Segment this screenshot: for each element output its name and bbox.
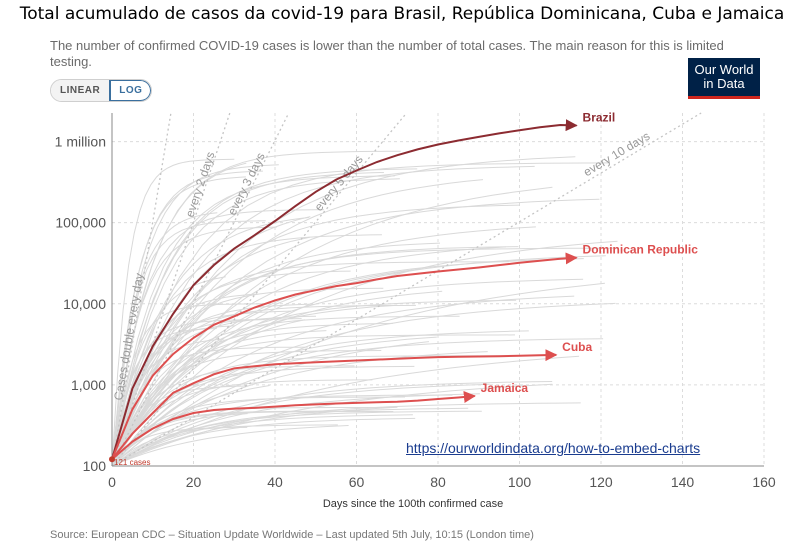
- background-country-line: [111, 338, 604, 467]
- x-axis-label: Days since the 100th confirmed case: [323, 498, 503, 510]
- series-line-dominican-republic: [111, 252, 578, 460]
- start-point: [109, 456, 115, 463]
- background-country-line: [111, 172, 384, 467]
- background-country-line: [111, 226, 536, 467]
- background-country-line: [111, 322, 394, 467]
- logo-line1: Our World: [694, 62, 754, 77]
- background-country-line: [111, 164, 279, 467]
- x-tick-label: 100: [508, 474, 532, 490]
- background-country-line: [111, 150, 401, 467]
- background-country-line: [111, 371, 250, 467]
- background-country-line: [111, 336, 437, 467]
- background-country-line: [111, 414, 413, 467]
- y-tick-label: 1,000: [71, 377, 106, 393]
- background-country-line: [111, 383, 490, 467]
- background-country-line: [111, 276, 226, 467]
- chart-subtitle: The number of confirmed COVID-19 cases i…: [50, 38, 724, 69]
- log-scale-button[interactable]: LOG: [109, 80, 152, 101]
- series-label: Dominican Republic: [583, 243, 699, 257]
- background-country-line: [111, 330, 327, 467]
- y-tick-label: 100,000: [55, 215, 106, 231]
- background-country-line: [111, 287, 384, 467]
- background-country-line: [111, 179, 484, 467]
- x-tick-label: 60: [349, 474, 365, 490]
- doubling-guide-line: [111, 112, 290, 467]
- background-country-line: [111, 204, 520, 467]
- series-lines: Brazil Dominican Republic Cuba Jamaica 121 c…: [109, 110, 698, 467]
- background-country-line: [111, 240, 618, 467]
- background-country-line: [111, 247, 618, 467]
- doubling-guide-label: every 10 days: [581, 129, 652, 179]
- background-country-line: [111, 255, 606, 467]
- background-country-line: [111, 242, 441, 467]
- x-tick-label: 160: [752, 474, 776, 490]
- x-tick-label: 80: [430, 474, 446, 490]
- background-country-line: [111, 220, 266, 467]
- background-country-line: [111, 162, 609, 467]
- background-country-line: [111, 355, 515, 467]
- background-country-line: [111, 334, 516, 467]
- start-annotation: 121 cases: [114, 458, 150, 467]
- axes: 100 1,000 10,000 100,000 1 million 0 20 40 60 80 1…: [55, 113, 776, 510]
- background-country-line: [111, 158, 235, 467]
- y-tick-label: 10,000: [63, 296, 106, 312]
- background-country-line: [111, 261, 509, 467]
- background-country-line: [111, 217, 309, 467]
- x-tick-label: 120: [589, 474, 613, 490]
- logo-line2: in Data: [703, 76, 745, 91]
- series-line-brazil: [111, 119, 578, 460]
- series-line-cuba: [111, 349, 558, 460]
- background-country-line: [111, 226, 277, 467]
- y-tick-label: 100: [83, 458, 107, 474]
- background-country-line: [111, 319, 265, 467]
- x-tick-label: 20: [186, 474, 202, 490]
- owid-logo[interactable]: Our World in Data: [688, 58, 760, 99]
- doubling-guide-line: [111, 112, 231, 467]
- background-country-line: [111, 175, 395, 467]
- background-country-line: [111, 381, 553, 467]
- y-tick-label: 1 million: [55, 134, 106, 150]
- background-country-line: [111, 402, 581, 467]
- x-tick-label: 0: [108, 474, 116, 490]
- background-country-line: [111, 417, 416, 467]
- series-label: Cuba: [562, 340, 592, 354]
- series-line-jamaica: [111, 391, 476, 461]
- x-tick-label: 140: [671, 474, 695, 490]
- background-country-line: [111, 198, 600, 467]
- background-country-line: [111, 170, 263, 467]
- background-country-line: [111, 365, 355, 467]
- background-country-line: [111, 319, 305, 467]
- doubling-guide-line: [111, 112, 408, 467]
- background-country-line: [111, 168, 418, 467]
- series-label: Brazil: [583, 110, 616, 124]
- series-label: Jamaica: [481, 381, 529, 395]
- linear-scale-button[interactable]: LINEAR: [51, 80, 110, 101]
- background-country-line: [111, 379, 373, 467]
- background-country-line: [111, 413, 248, 467]
- source-note: Source: European CDC – Situation Update …: [50, 529, 534, 541]
- background-country-line: [111, 425, 349, 467]
- background-country-line: [111, 282, 605, 467]
- chart-title: Total acumulado de casos da covid-19 par…: [19, 4, 785, 24]
- scale-toggle: LINEAR LOG: [50, 79, 153, 102]
- x-tick-label: 40: [267, 474, 283, 490]
- background-country-line: [111, 278, 584, 467]
- background-country-line: [111, 330, 529, 467]
- background-country-line: [111, 216, 311, 467]
- embed-charts-link[interactable]: https://ourworldindata.org/how-to-embed-…: [406, 440, 701, 456]
- background-country-line: [111, 186, 553, 467]
